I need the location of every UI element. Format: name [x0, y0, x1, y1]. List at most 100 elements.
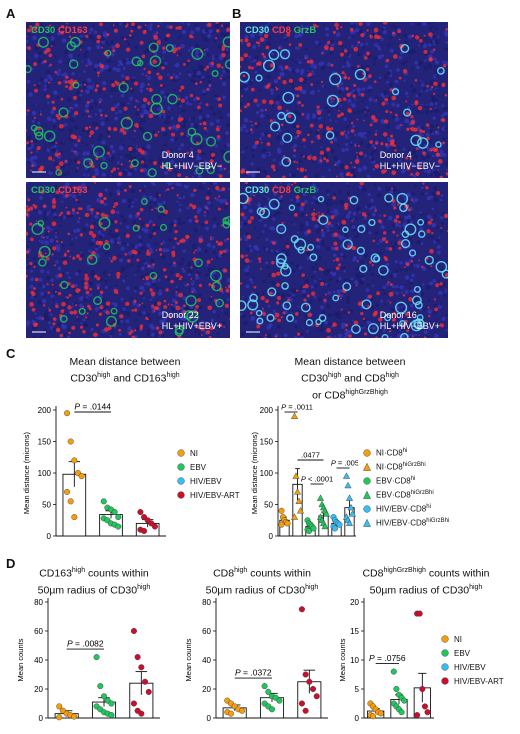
data-point: [145, 688, 152, 695]
data-point: [71, 713, 78, 720]
legend-label: NI: [190, 448, 198, 458]
chart-title-line: CD30high and CD163high: [70, 372, 180, 385]
panel-letter-b: B: [232, 6, 242, 21]
micrograph-image: [26, 182, 230, 338]
legend-marker: [441, 663, 449, 671]
p-value-label: P = .0372: [235, 668, 272, 678]
data-point: [64, 410, 71, 417]
y-tick-label: 0: [39, 714, 44, 723]
p-value-label: P = .0756: [369, 653, 406, 663]
y-axis-label: Mean distance (microns): [250, 431, 259, 514]
legend-item: HIV/EBV·CD8hiGrzBhi: [362, 516, 449, 530]
legend-item: HIV/EBV-ART: [440, 674, 504, 688]
legend-label: HIV/EBV-ART: [454, 676, 504, 686]
legend-marker: [177, 477, 185, 485]
y-tick-label: 20: [350, 598, 359, 607]
legend-item: HIV/EBV·CD8hi: [362, 502, 449, 516]
data-point: [141, 527, 148, 534]
legend-label: EBV·CD8hiGrzBhi: [376, 490, 434, 500]
chart-title-line: 50µm radius of CD30high: [37, 583, 151, 597]
legend-c-left: NI EBV HIV/EBV HIV/EBV-ART: [176, 446, 240, 502]
y-axis-label: Mean counts: [16, 638, 25, 681]
legend-item: NI·CD8hiGrzBhi: [362, 460, 449, 474]
micrograph-image: [26, 22, 230, 178]
data-point: [302, 707, 309, 714]
legend-item: EBV·CD8hi: [362, 474, 449, 488]
chart-title-line: CD30high and CD8high: [301, 372, 399, 385]
chart-title-d-3: CD8highGrzBhigh counts within 50µm radius…: [336, 564, 516, 597]
p-value-label: P = .0082: [67, 639, 104, 649]
data-point: [344, 481, 352, 489]
data-point: [100, 498, 107, 505]
data-point: [138, 664, 145, 671]
legend-item: EBV: [176, 460, 240, 474]
donor-label: Donor 4 HL+HIV−EBV−: [161, 150, 222, 171]
data-point: [261, 683, 268, 690]
chart-c-right: Mean distance (microns) 0 50 100 150 200 P = .…: [250, 403, 358, 542]
stain-label: CD30 CD8 GrzB: [245, 25, 317, 36]
y-tick-label: 0: [355, 714, 360, 723]
legend-label: HIV/EBV: [190, 476, 222, 486]
legend-marker: [363, 518, 371, 527]
legend-d-3: NI EBV HIV/EBV HIV/EBV-ART: [440, 632, 504, 688]
data-point: [416, 610, 423, 617]
data-point: [310, 525, 317, 532]
legend-item: HIV/EBV: [176, 474, 240, 488]
panel-letter-d: D: [6, 556, 16, 571]
chart-title-d-1: CD163high counts within 50µm radius of CD…: [14, 564, 174, 597]
data-point: [393, 685, 400, 692]
y-tick-label: 50: [264, 501, 273, 510]
data-point: [93, 654, 100, 661]
chart-title-line: 50µm radius of CD30high: [205, 583, 319, 597]
data-point: [64, 488, 71, 495]
chart-title-c-right: Mean distance between CD30high and CD8hig…: [250, 356, 450, 402]
legend-marker: [363, 505, 371, 513]
data-point: [284, 520, 291, 527]
data-point: [348, 510, 357, 517]
y-tick-label: 80: [34, 598, 43, 607]
legend-item: NI: [176, 446, 240, 460]
y-tick-label: 60: [202, 627, 211, 636]
data-point: [290, 412, 299, 419]
y-tick-label: 100: [260, 469, 274, 478]
data-point: [276, 697, 283, 704]
data-point: [414, 712, 421, 719]
chart-c-left: Mean distance (microns) 0 50 100 150 200 P = .…: [22, 402, 166, 541]
data-point: [71, 514, 78, 521]
panel-letter-a: A: [6, 6, 16, 21]
y-tick-label: 150: [260, 438, 274, 447]
stain-label: CD30 CD8 GrzB: [245, 185, 317, 196]
data-point: [419, 685, 426, 692]
legend-label: HIV/EBV-ART: [190, 490, 240, 500]
y-tick-label: 0: [269, 532, 274, 541]
legend-marker: [177, 463, 185, 471]
data-point: [138, 710, 145, 717]
data-point: [115, 514, 122, 521]
legend-marker: [363, 449, 371, 457]
legend-item: NI·CD8hi: [362, 446, 449, 460]
legend-item: HIV/EBV: [440, 660, 504, 674]
data-point: [278, 507, 285, 514]
y-tick-label: 0: [207, 714, 212, 723]
legend-label: EBV: [454, 648, 471, 658]
data-point: [227, 710, 234, 717]
data-point: [421, 703, 428, 710]
legend-marker: [363, 477, 371, 485]
donor-label: Donor 16 HL+HIV−EBV+: [379, 310, 440, 331]
donor-label: Donor 4 HL+HIV−EBV−: [379, 150, 440, 171]
data-point: [298, 606, 305, 613]
data-point: [296, 506, 305, 514]
data-point: [336, 521, 343, 528]
micrograph-image: [240, 22, 448, 178]
data-point: [292, 472, 300, 479]
data-point: [370, 713, 377, 720]
chart-title-line: CD8high counts within: [213, 567, 311, 580]
y-tick-label: 40: [34, 656, 43, 665]
y-axis-label: Mean counts: [338, 638, 347, 681]
y-tick-label: 150: [38, 438, 52, 447]
data-point: [377, 710, 384, 717]
legend-label: HIV/EBV·CD8hiGrzBhi: [376, 518, 450, 528]
data-point: [293, 488, 302, 495]
data-point: [67, 498, 74, 505]
data-point: [310, 685, 317, 692]
